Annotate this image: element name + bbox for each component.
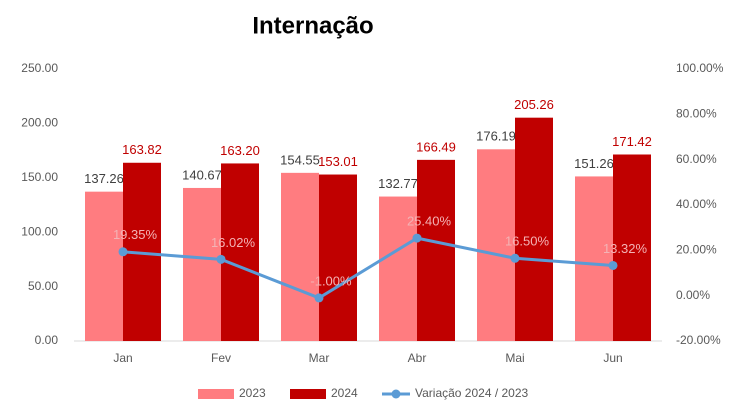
y2-tick-label: 80.00%	[676, 107, 717, 121]
bar-value-label: 137.26	[84, 171, 124, 186]
line-value-label: 16.50%	[505, 234, 550, 249]
y-tick-label: 100.00	[21, 224, 58, 238]
y-tick-label: 250.00	[21, 61, 58, 75]
chart-title: Internação	[252, 12, 373, 39]
y-tick-label: 200.00	[21, 116, 58, 130]
line-value-label: 25.40%	[407, 214, 452, 229]
line-marker	[510, 253, 520, 263]
line-value-label: -1.00%	[310, 273, 352, 288]
bar	[477, 149, 515, 341]
legend-label: 2024	[331, 386, 358, 400]
bar	[417, 159, 455, 341]
bar-value-label: 166.49	[416, 139, 456, 154]
line-marker	[412, 233, 422, 243]
bar	[379, 196, 417, 341]
line-marker	[216, 254, 226, 264]
y2-tick-label: 100.00%	[676, 61, 724, 75]
line-value-label: 16.02%	[211, 235, 256, 250]
bar	[319, 174, 357, 341]
bar-value-label: 140.67	[182, 167, 222, 182]
bar-value-label: 151.26	[574, 156, 614, 171]
bar	[281, 172, 319, 341]
bar	[575, 176, 613, 341]
legend-swatch	[290, 389, 326, 399]
y-tick-label: 150.00	[21, 170, 58, 184]
y2-tick-label: -20.00%	[676, 333, 721, 347]
x-tick-label: Jun	[603, 351, 622, 365]
line	[122, 236, 614, 300]
bar	[515, 117, 553, 341]
bar-value-label: 163.20	[220, 143, 260, 158]
y2-tick-label: 60.00%	[676, 152, 717, 166]
bar-value-label: 132.77	[378, 176, 418, 191]
y2-tick-label: 20.00%	[676, 243, 717, 257]
bar	[613, 154, 651, 341]
bar-value-label: 153.01	[318, 154, 358, 169]
bar-value-label: 205.26	[514, 97, 554, 112]
legend-label: 2023	[239, 386, 266, 400]
legend-swatch	[198, 389, 234, 399]
bar-value-label: 163.82	[122, 142, 162, 157]
x-tick-label: Mai	[505, 351, 524, 365]
x-tick-label: Jan	[113, 351, 132, 365]
legend-label: Variação 2024 / 2023	[415, 386, 529, 400]
x-tick-label: Abr	[408, 351, 427, 365]
line-marker	[608, 260, 618, 270]
line-value-label: 13.32%	[603, 241, 648, 256]
bar	[85, 191, 123, 341]
bar-value-label: 154.55	[280, 152, 320, 167]
x-tick-label: Mar	[309, 351, 330, 365]
bar-value-label: 171.42	[612, 134, 652, 149]
line-marker	[118, 247, 128, 257]
y-tick-label: 50.00	[28, 279, 58, 293]
legend-swatch	[391, 389, 401, 399]
x-tick-label: Fev	[211, 351, 231, 365]
bar	[183, 187, 221, 341]
bar	[221, 163, 259, 341]
y2-tick-label: 0.00%	[676, 288, 710, 302]
line-marker	[314, 293, 324, 303]
y-tick-label: 0.00	[35, 333, 59, 347]
bar-value-label: 176.19	[476, 129, 516, 144]
line-value-label: 19.35%	[113, 227, 158, 242]
y2-tick-label: 40.00%	[676, 197, 717, 211]
